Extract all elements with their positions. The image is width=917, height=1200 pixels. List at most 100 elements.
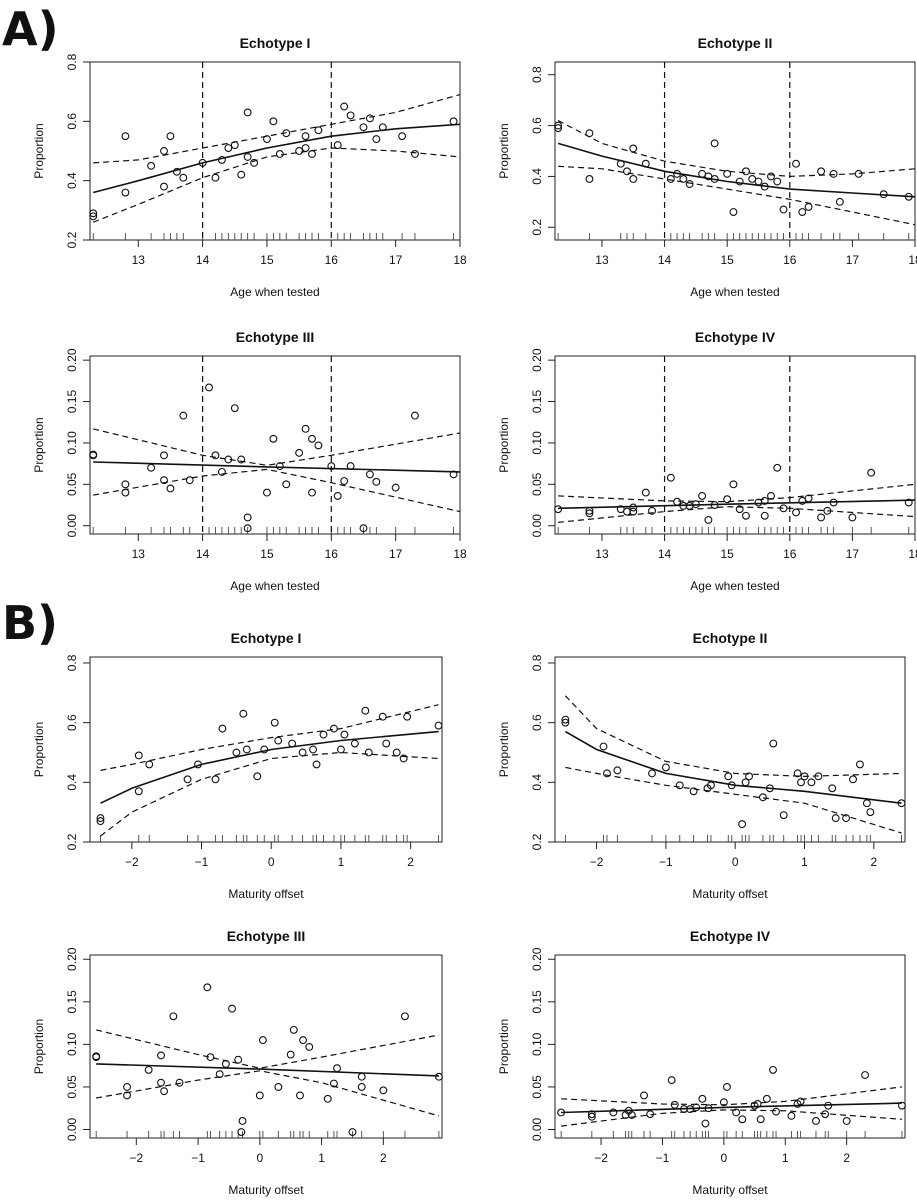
data-point [372,135,381,144]
data-point [729,480,738,489]
ci-upper-line [93,428,461,466]
y-axis-label: Proportion [497,417,511,472]
data-point [679,175,688,183]
data-point [897,799,906,808]
x-tick-label: −1 [191,1151,205,1165]
chart-title: Echotype III [227,928,306,944]
data-point [319,730,328,739]
data-point [670,1100,679,1109]
x-tick-label: 13 [595,547,609,561]
data-point [434,721,443,730]
data-point [243,108,252,117]
y-axis-label: Proportion [32,123,46,178]
x-tick-label: 0 [732,855,739,869]
data-point [299,1036,308,1045]
data-point [411,411,419,420]
data-point [554,505,563,514]
x-tick-label: −1 [195,855,209,869]
x-tick-label: 1 [782,1151,789,1165]
data-point [211,775,220,784]
ci-upper-line [558,483,916,503]
data-point [831,814,840,823]
data-point [399,754,408,763]
chart-a2: Echotype II Age when tested Proportion 13 14… [497,35,917,299]
data-point [175,1078,184,1087]
data-point [554,124,563,133]
x-tick-label: 16 [325,253,339,267]
data-point [673,169,682,178]
data-point [666,473,675,482]
data-point [403,712,412,721]
plot-frame [554,355,916,535]
data-point [629,503,638,512]
x-tick-label: 16 [783,253,797,267]
data-point [735,177,744,186]
data-point [179,173,188,182]
data-point [350,739,359,748]
data-point [309,745,317,754]
data-point [704,1104,713,1113]
y-tick-label: 0.00 [530,514,544,538]
data-point [710,501,719,509]
data-point [237,1128,246,1136]
data-point [224,144,233,152]
x-tick-label: 15 [720,547,734,561]
ci-upper-line [564,695,902,778]
panel-b-label: B) [2,596,59,650]
y-tick-label: 0.20 [530,348,544,372]
x-tick-label: 17 [389,253,403,267]
data-point [270,718,279,727]
data-point [172,167,181,176]
data-point [817,513,826,522]
y-tick-label: 0.00 [65,514,79,538]
data-point [275,462,284,471]
ci-upper-line [100,704,439,771]
chart-title: Echotype I [231,630,302,646]
data-point [361,706,370,715]
data-point [314,126,323,135]
x-axis-label: Maturity offset [692,1183,768,1197]
data-point [829,169,838,178]
x-tick-label: 17 [846,547,860,561]
data-point [767,491,775,500]
data-point [382,739,391,748]
data-point [800,772,809,781]
data-point [237,170,246,179]
data-point [194,760,202,769]
data-point [230,141,239,150]
data-point [333,491,342,500]
data-point [760,511,769,520]
y-tick-label: 0.15 [530,390,544,414]
data-point [765,784,774,793]
x-tick-label: −2 [594,1151,608,1165]
fit-line [557,142,916,198]
y-tick-label: 0.15 [530,990,544,1014]
data-point [314,441,323,450]
data-point [263,135,271,144]
data-point [230,404,239,413]
data-point [253,772,262,781]
data-point [710,139,719,148]
fit-line [96,1063,439,1077]
y-tick-label: 0.6 [530,714,544,731]
data-point [792,508,800,517]
data-point [762,1094,771,1103]
data-point [821,1110,830,1119]
data-point [144,1065,153,1074]
data-point [704,515,713,524]
data-point [282,129,291,138]
data-point [340,730,349,739]
data-point [679,1105,688,1114]
data-point [206,1053,215,1062]
data-point [237,455,246,464]
data-point [798,208,807,216]
data-point [756,1115,765,1124]
y-tick-label: 0.05 [65,1075,79,1099]
data-point [258,1036,267,1045]
data-point [723,169,732,178]
data-point [89,450,98,459]
data-point [689,787,698,796]
data-point [286,1050,295,1059]
x-tick-label: 15 [260,547,274,561]
